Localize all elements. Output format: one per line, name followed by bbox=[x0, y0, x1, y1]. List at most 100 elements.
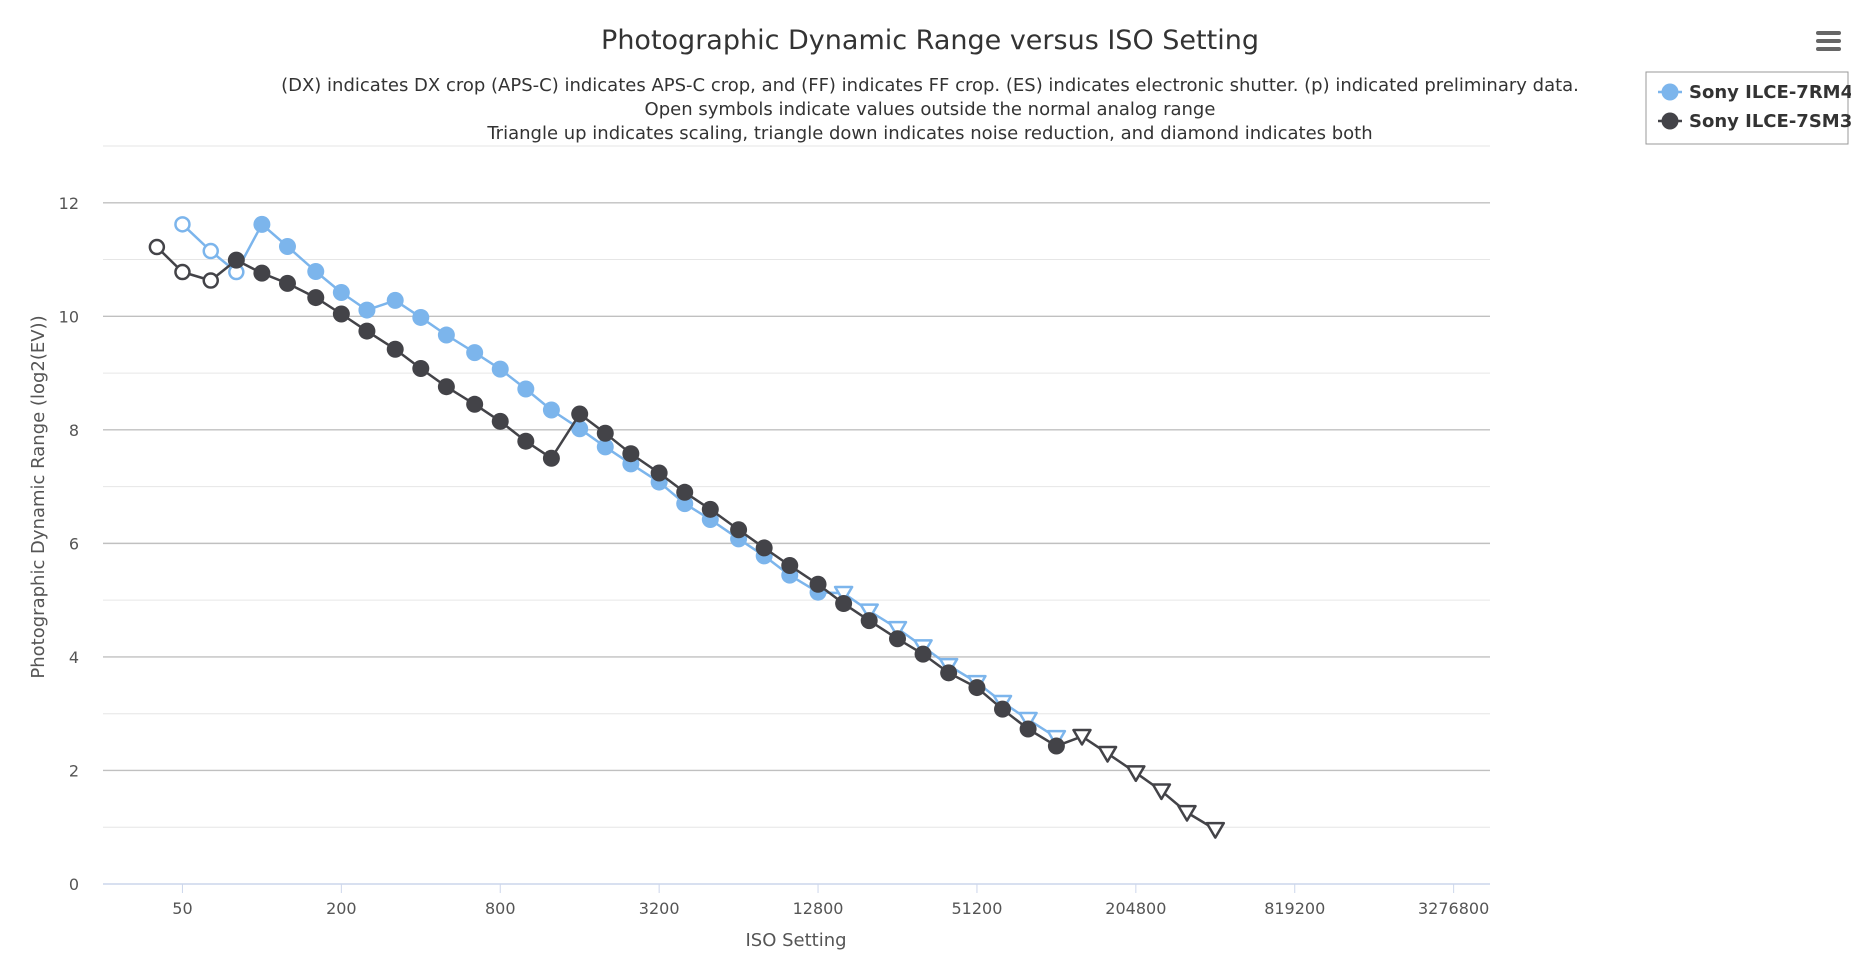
data-point-triangle-down[interactable] bbox=[859, 603, 879, 621]
y-tick-label: 8 bbox=[69, 421, 79, 440]
data-point[interactable] bbox=[358, 301, 376, 319]
data-point[interactable] bbox=[307, 289, 325, 307]
menu-bar bbox=[1816, 31, 1841, 35]
x-axis-title: ISO Setting bbox=[745, 930, 846, 951]
data-point-triangle-down[interactable] bbox=[1072, 728, 1092, 746]
data-point-open[interactable] bbox=[202, 242, 219, 260]
data-point[interactable] bbox=[596, 438, 614, 456]
chart-title: Photographic Dynamic Range versus ISO Se… bbox=[601, 25, 1259, 56]
y-tick-label: 0 bbox=[69, 875, 79, 894]
data-point[interactable] bbox=[730, 521, 748, 539]
data-point-triangle-down[interactable] bbox=[833, 585, 854, 603]
y-tick-label: 2 bbox=[69, 761, 79, 780]
x-tick-label: 50 bbox=[172, 899, 192, 918]
data-point[interactable] bbox=[755, 539, 773, 557]
x-tick-label: 200 bbox=[326, 899, 357, 918]
data-point[interactable] bbox=[809, 575, 827, 593]
data-point-open[interactable] bbox=[174, 216, 191, 233]
data-point-triangle-down[interactable] bbox=[1205, 821, 1226, 839]
legend-label: Sony ILCE-7RM4 bbox=[1689, 82, 1851, 103]
data-point-triangle-down[interactable] bbox=[1126, 765, 1146, 783]
data-point[interactable] bbox=[332, 305, 350, 323]
y-axis-title: Photographic Dynamic Range (log2(EV)) bbox=[28, 315, 49, 678]
data-point[interactable] bbox=[676, 483, 694, 501]
series-2 bbox=[148, 238, 1226, 839]
x-tick-label: 12800 bbox=[793, 899, 844, 918]
series-layer bbox=[148, 215, 1226, 839]
series-line bbox=[181, 223, 1058, 739]
data-point-open[interactable] bbox=[174, 263, 191, 281]
data-point[interactable] bbox=[332, 283, 350, 301]
data-point[interactable] bbox=[571, 420, 589, 438]
data-point[interactable] bbox=[437, 326, 455, 344]
menu-bar bbox=[1816, 47, 1841, 51]
y-tick-label: 10 bbox=[59, 307, 79, 326]
data-point[interactable] bbox=[278, 274, 296, 292]
x-tick-label: 800 bbox=[485, 899, 516, 918]
y-tick-label: 12 bbox=[59, 194, 79, 213]
data-point[interactable] bbox=[835, 595, 853, 613]
data-point[interactable] bbox=[253, 215, 271, 233]
data-point[interactable] bbox=[227, 251, 245, 269]
data-point[interactable] bbox=[622, 445, 640, 463]
legend-marker-circle bbox=[1661, 83, 1679, 101]
x-tick-label: 204800 bbox=[1105, 899, 1166, 918]
data-point[interactable] bbox=[517, 380, 535, 398]
data-point[interactable] bbox=[491, 360, 509, 378]
y-tick-label: 6 bbox=[69, 534, 79, 553]
data-point[interactable] bbox=[940, 664, 958, 682]
hamburger-menu-icon[interactable] bbox=[1810, 26, 1844, 60]
data-point[interactable] bbox=[542, 401, 560, 419]
data-point[interactable] bbox=[701, 500, 719, 518]
data-point[interactable] bbox=[412, 360, 430, 378]
legend-label: Sony ILCE-7SM3 bbox=[1689, 111, 1851, 132]
data-point[interactable] bbox=[386, 291, 404, 309]
data-point-triangle-down[interactable] bbox=[1151, 783, 1172, 801]
data-point[interactable] bbox=[914, 645, 932, 663]
data-point[interactable] bbox=[466, 395, 484, 413]
legend: Sony ILCE-7RM4 Sony ILCE-7SM3 bbox=[1645, 71, 1851, 145]
data-point[interactable] bbox=[596, 424, 614, 442]
data-point[interactable] bbox=[253, 264, 271, 282]
data-point-triangle-down[interactable] bbox=[1177, 804, 1197, 822]
data-point[interactable] bbox=[412, 308, 430, 326]
data-point[interactable] bbox=[278, 237, 296, 255]
data-point-open[interactable] bbox=[202, 272, 219, 289]
data-point[interactable] bbox=[437, 378, 455, 396]
legend-item-sony-ilce-7rm4[interactable]: Sony ILCE-7RM4 bbox=[1658, 82, 1851, 103]
x-tick-label: 3200 bbox=[639, 899, 680, 918]
data-point[interactable] bbox=[888, 630, 906, 648]
data-point[interactable] bbox=[491, 412, 509, 430]
legend-marker-circle bbox=[1661, 112, 1679, 130]
data-point[interactable] bbox=[968, 679, 986, 697]
data-point[interactable] bbox=[386, 340, 404, 358]
y-tick-label: 4 bbox=[69, 648, 79, 667]
data-point[interactable] bbox=[466, 344, 484, 362]
data-point[interactable] bbox=[307, 262, 325, 280]
data-point-triangle-down[interactable] bbox=[1097, 745, 1118, 763]
data-point[interactable] bbox=[650, 464, 668, 482]
data-point-open[interactable] bbox=[148, 238, 166, 256]
data-point[interactable] bbox=[1047, 737, 1065, 755]
data-point[interactable] bbox=[542, 449, 560, 467]
data-point[interactable] bbox=[517, 432, 535, 450]
data-point[interactable] bbox=[1019, 720, 1037, 738]
data-point[interactable] bbox=[571, 405, 589, 423]
x-tick-label: 3276800 bbox=[1418, 899, 1489, 918]
data-point-triangle-down[interactable] bbox=[1018, 711, 1038, 729]
data-point[interactable] bbox=[781, 557, 799, 575]
legend-item-sony-ilce-7sm3[interactable]: Sony ILCE-7SM3 bbox=[1658, 111, 1851, 132]
x-tick-label: 51200 bbox=[951, 899, 1002, 918]
menu-bar bbox=[1816, 39, 1841, 43]
data-point[interactable] bbox=[994, 700, 1012, 718]
data-point[interactable] bbox=[860, 612, 878, 630]
x-axis-ticks: 50 200 800 3200 12800 51200 204800 819200 327680… bbox=[172, 884, 1489, 918]
legend-box bbox=[1645, 71, 1849, 145]
data-point[interactable] bbox=[358, 322, 376, 340]
grid-lines bbox=[103, 145, 1490, 828]
chart-subtitle-line-2: Open symbols indicate values outside the… bbox=[645, 99, 1216, 120]
data-point-triangle-down[interactable] bbox=[887, 620, 908, 638]
chart-subtitle-line-3: Triangle up indicates scaling, triangle … bbox=[486, 123, 1372, 144]
